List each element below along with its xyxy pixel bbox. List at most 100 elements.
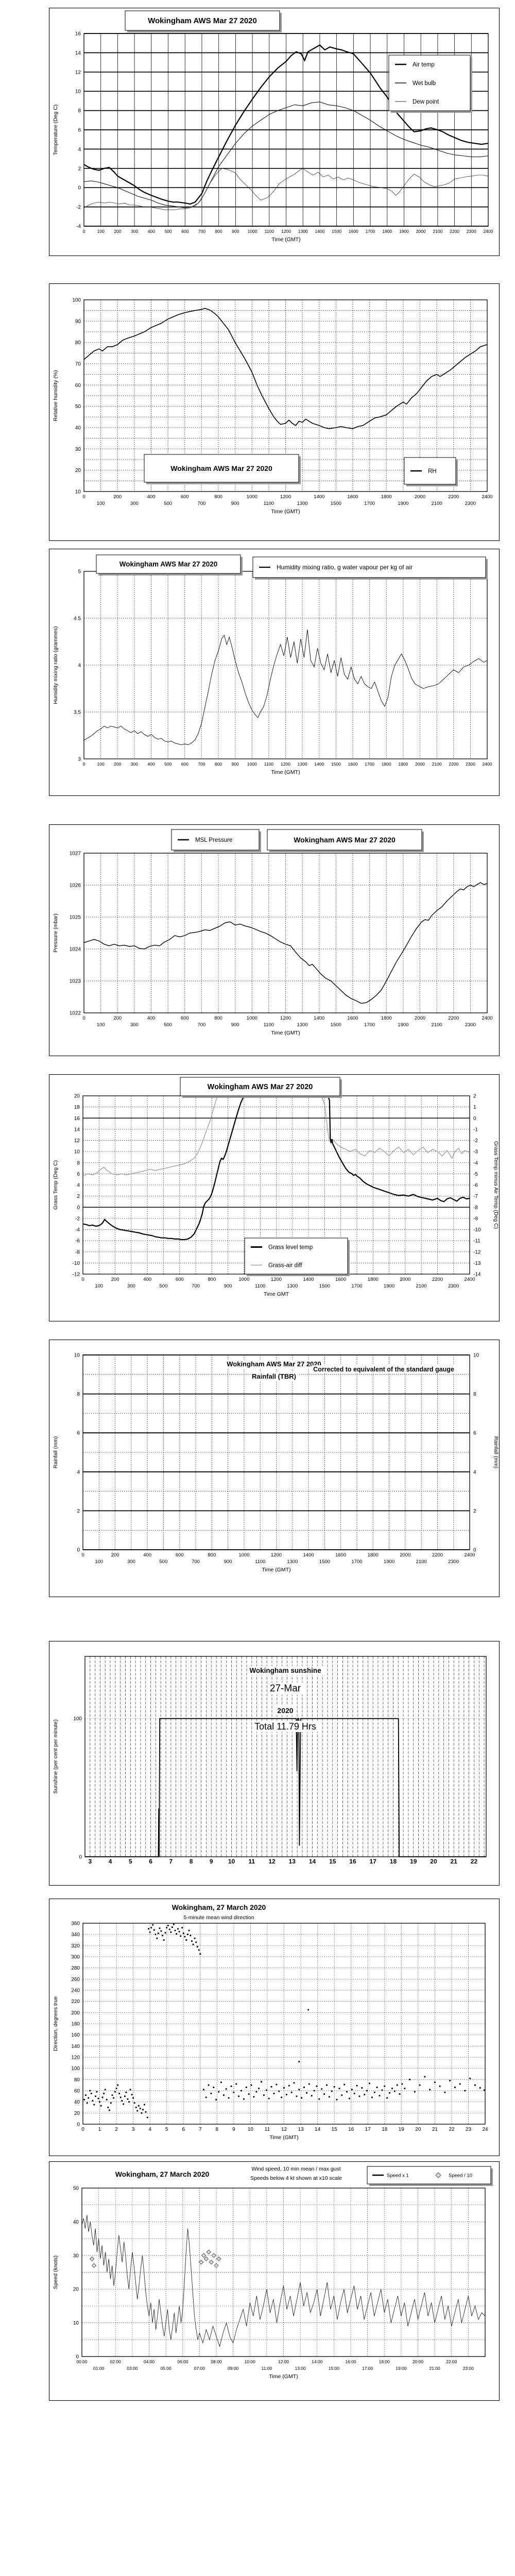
svg-text:21:00: 21:00: [429, 2366, 440, 2371]
svg-text:140: 140: [71, 2044, 80, 2049]
svg-text:100: 100: [95, 1559, 103, 1565]
chart-relative-humidity: 0 100 200 300 400 500 600 700 800 900 1000 1100 1200…: [49, 283, 500, 541]
wind-speed-canvas: 00:00 01:00 02:00 03:00 04:00 05:00 06:00 07:00…: [49, 2161, 500, 2401]
svg-text:Time (GMT): Time (GMT): [271, 1030, 300, 1036]
svg-text:Grass-air diff: Grass-air diff: [268, 1263, 302, 1269]
svg-text:100: 100: [72, 298, 81, 303]
svg-text:22: 22: [471, 1858, 478, 1865]
svg-text:Time GMT: Time GMT: [264, 1291, 289, 1297]
svg-text:500: 500: [164, 229, 171, 234]
svg-text:20: 20: [74, 2111, 80, 2116]
svg-text:0: 0: [76, 2354, 79, 2360]
svg-text:2020: 2020: [277, 1706, 293, 1715]
svg-text:800: 800: [208, 1277, 216, 1282]
svg-text:20: 20: [415, 2127, 421, 2132]
svg-text:600: 600: [181, 1015, 189, 1021]
svg-text:2: 2: [115, 2127, 118, 2132]
svg-text:2300: 2300: [465, 1022, 476, 1028]
svg-text:200: 200: [113, 1015, 122, 1021]
svg-text:1600: 1600: [347, 1015, 358, 1021]
svg-text:3: 3: [132, 2127, 135, 2132]
svg-text:10: 10: [248, 2127, 254, 2132]
svg-text:40: 40: [74, 2099, 80, 2105]
wind-direction-canvas: 0 1 2 3 4 5 6 7 8 9 10 11 12 13 14 15 16 17 18 19 20 21 22 23 24…: [49, 1899, 500, 2156]
svg-text:90: 90: [75, 319, 81, 325]
svg-text:1300: 1300: [297, 1022, 308, 1028]
svg-text:Time (GMT): Time (GMT): [269, 2374, 298, 2380]
svg-text:600: 600: [181, 494, 189, 500]
svg-text:10: 10: [473, 1353, 479, 1359]
svg-text:360: 360: [71, 1921, 80, 1927]
svg-text:1200: 1200: [271, 1277, 282, 1282]
svg-text:300: 300: [127, 1283, 135, 1289]
svg-text:2400: 2400: [482, 1015, 492, 1021]
svg-text:700: 700: [197, 501, 205, 506]
svg-text:800: 800: [214, 494, 222, 500]
svg-text:Pressure (mbar): Pressure (mbar): [53, 913, 59, 953]
svg-text:-3: -3: [473, 1149, 478, 1155]
svg-text:80: 80: [74, 2077, 80, 2083]
svg-text:280: 280: [71, 1965, 80, 1971]
svg-text:8: 8: [473, 1392, 476, 1397]
svg-text:11: 11: [265, 2127, 270, 2132]
svg-text:-2: -2: [75, 1216, 80, 1222]
msl-pressure-legend: MSL Pressure: [178, 837, 232, 843]
svg-text:2000: 2000: [415, 1015, 425, 1021]
svg-text:05:00: 05:00: [160, 2366, 171, 2371]
mixing-ratio-legend: Humidity mixing ratio, g water vapour pe…: [259, 564, 413, 571]
series-grass-air-diff: [82, 1095, 470, 1177]
svg-text:2100: 2100: [432, 761, 442, 767]
svg-text:1027: 1027: [70, 851, 81, 857]
svg-text:4: 4: [78, 147, 81, 152]
svg-text:3.5: 3.5: [74, 710, 81, 716]
svg-text:1600: 1600: [348, 761, 358, 767]
series-wind-direction: [83, 1923, 485, 2119]
svg-text:1400: 1400: [303, 1552, 314, 1558]
rainfall-canvas: 0100200300400500600700800900100011001200…: [49, 1340, 500, 1597]
svg-text:2: 2: [77, 1194, 80, 1199]
svg-text:1700: 1700: [351, 1283, 362, 1289]
svg-text:19:00: 19:00: [396, 2366, 407, 2371]
svg-text:10:00: 10:00: [245, 2359, 256, 2364]
svg-text:-6: -6: [75, 1239, 80, 1244]
svg-text:Wind speed, 10 min mean / max: Wind speed, 10 min mean / max gust: [251, 2166, 340, 2172]
series-mixing-ratio: [83, 629, 488, 745]
mixing-ratio-canvas: 0 100 200 300 400 500 600 700 800 900 1000 1100 1200…: [49, 549, 500, 796]
svg-text:2000: 2000: [415, 761, 425, 767]
svg-text:1300: 1300: [298, 229, 308, 234]
series-grass-level-temp: [82, 1095, 470, 1241]
svg-text:19: 19: [410, 1858, 417, 1865]
svg-text:8: 8: [78, 108, 81, 114]
svg-text:19: 19: [399, 2127, 405, 2132]
svg-text:1700: 1700: [366, 229, 375, 234]
relative-humidity-title-box: [144, 454, 299, 483]
svg-text:11:00: 11:00: [262, 2366, 272, 2371]
svg-text:22:00: 22:00: [446, 2359, 457, 2364]
svg-text:700: 700: [198, 229, 205, 234]
svg-text:16: 16: [74, 1116, 80, 1122]
svg-text:4: 4: [77, 1183, 80, 1189]
svg-text:300: 300: [127, 1559, 135, 1565]
svg-text:40: 40: [73, 2219, 79, 2225]
svg-text:800: 800: [214, 1015, 222, 1021]
svg-text:800: 800: [215, 761, 222, 767]
svg-text:1800: 1800: [382, 761, 391, 767]
svg-text:100: 100: [97, 1022, 105, 1028]
svg-text:2100: 2100: [433, 229, 442, 234]
svg-text:100: 100: [71, 2066, 80, 2072]
svg-text:1900: 1900: [398, 761, 408, 767]
svg-text:1000: 1000: [238, 1552, 249, 1558]
svg-text:60: 60: [75, 383, 81, 388]
svg-text:50: 50: [75, 404, 81, 410]
svg-text:2400: 2400: [484, 229, 493, 234]
svg-text:6: 6: [77, 1172, 80, 1177]
relative-humidity-canvas: 0 100 200 300 400 500 600 700 800 900 1000 1100 1200…: [49, 283, 500, 541]
svg-text:04:00: 04:00: [144, 2359, 155, 2364]
svg-text:18: 18: [382, 2127, 388, 2132]
svg-text:1500: 1500: [332, 229, 341, 234]
svg-text:1900: 1900: [398, 1022, 408, 1028]
svg-text:21: 21: [432, 2127, 438, 2132]
svg-text:Time (GMT): Time (GMT): [271, 236, 300, 243]
series-speed-x1: [81, 2215, 486, 2348]
svg-text:20:00: 20:00: [413, 2359, 424, 2364]
